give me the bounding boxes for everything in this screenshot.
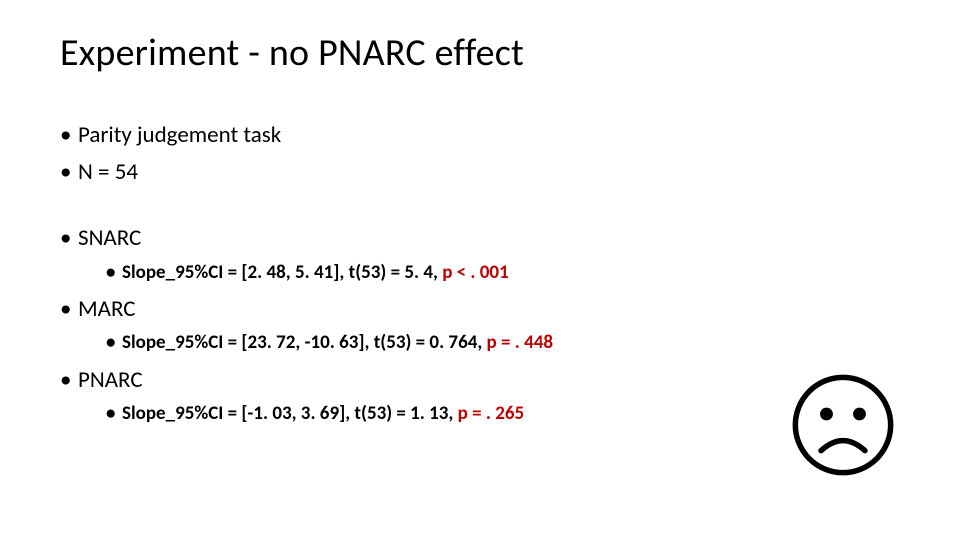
- marc-stat: Slope_95%CI = [23. 72, -10. 63], t(53) =…: [106, 328, 900, 358]
- sad-face-icon: [788, 370, 898, 480]
- results-list: SNARC Slope_95%CI = [2. 48, 5. 41], t(53…: [60, 221, 900, 430]
- snarc-stat-text: Slope_95%CI = [2. 48, 5. 41], t(53) = 5.…: [122, 261, 442, 284]
- bullet-list: Parity judgement task N = 54: [60, 118, 900, 189]
- pnarc-stat-text: Slope_95%CI = [-1. 03, 3. 69], t(53) = 1…: [122, 402, 458, 425]
- pnarc-stat: Slope_95%CI = [-1. 03, 3. 69], t(53) = 1…: [106, 399, 900, 429]
- bullet-marc: MARC Slope_95%CI = [23. 72, -10. 63], t(…: [60, 292, 900, 359]
- snarc-label: SNARC: [78, 224, 141, 252]
- snarc-pval: p < . 001: [442, 261, 509, 284]
- bullet-pnarc: PNARC Slope_95%CI = [-1. 03, 3. 69], t(5…: [60, 363, 900, 430]
- spacer: [60, 191, 900, 221]
- marc-pval: p = . 448: [487, 331, 554, 354]
- pnarc-label: PNARC: [78, 366, 143, 394]
- pnarc-pval: p = . 265: [458, 402, 525, 425]
- marc-stat-text: Slope_95%CI = [23. 72, -10. 63], t(53) =…: [122, 331, 487, 354]
- marc-label: MARC: [78, 295, 136, 323]
- bullet-snarc: SNARC Slope_95%CI = [2. 48, 5. 41], t(53…: [60, 221, 900, 288]
- bullet-task: Parity judgement task: [60, 118, 900, 153]
- snarc-stat: Slope_95%CI = [2. 48, 5. 41], t(53) = 5.…: [106, 258, 900, 288]
- slide-title: Experiment - no PNARC effect: [60, 30, 900, 76]
- bullet-n: N = 54: [60, 155, 900, 190]
